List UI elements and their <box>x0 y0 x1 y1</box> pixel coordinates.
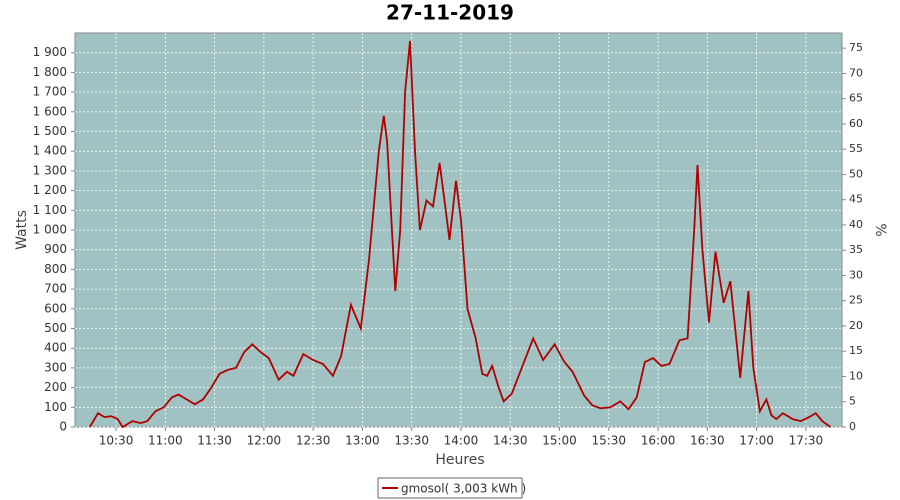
y2-tick-label: 55 <box>849 142 863 155</box>
x-tick-label: 11:30 <box>197 434 232 448</box>
x-axis-label: Heures <box>435 452 484 468</box>
y2-tick-label: 15 <box>849 344 863 357</box>
y-tick-label: 100 <box>44 400 67 414</box>
y2-tick-label: 20 <box>849 319 863 332</box>
x-tick-label: 15:00 <box>542 434 577 448</box>
y2-tick-label: 70 <box>849 66 863 79</box>
x-tick-label: 16:00 <box>641 434 676 448</box>
y2-tick-label: 5 <box>849 395 856 408</box>
x-tick-label: 14:00 <box>444 434 479 448</box>
y2-axis-label: % <box>872 223 888 236</box>
y-tick-label: 1 100 <box>33 203 67 217</box>
y2-tick-label: 30 <box>849 268 863 281</box>
y-tick-label: 600 <box>44 301 67 315</box>
x-tick-label: 17:00 <box>739 434 774 448</box>
y-tick-label: 1 500 <box>33 124 67 138</box>
y2-tick-label: 75 <box>849 41 863 54</box>
data-line <box>89 40 832 429</box>
y2-tick-label: 35 <box>849 243 863 256</box>
legend-box <box>377 477 523 499</box>
y-tick-label: 1 600 <box>33 104 67 118</box>
x-tick-label: 17:30 <box>789 434 824 448</box>
y-tick-label: 500 <box>44 321 67 335</box>
x-tick-label: 10:30 <box>99 434 134 448</box>
y-axis-label: Watts <box>14 210 30 250</box>
x-tick-label: 15:30 <box>591 434 626 448</box>
y2-tick-label: 10 <box>849 369 863 382</box>
x-tick-label: 14:30 <box>493 434 528 448</box>
y-tick-label: 800 <box>44 262 67 276</box>
x-tick-label: 13:00 <box>345 434 380 448</box>
y2-tick-label: 65 <box>849 92 863 105</box>
y-tick-label: 1 900 <box>33 45 67 59</box>
y-tick-label: 1 400 <box>33 144 67 158</box>
y-tick-label: 1 300 <box>33 163 67 177</box>
y-tick-label: 300 <box>44 360 67 374</box>
y-tick-label: 200 <box>44 380 67 394</box>
x-tick-label: 16:30 <box>690 434 725 448</box>
x-tick-label: 12:30 <box>296 434 331 448</box>
legend-label: gmosol( 3,003 kWh ) <box>401 482 526 496</box>
y2-tick-label: 0 <box>849 420 856 433</box>
y2-tick-label: 45 <box>849 193 863 206</box>
y-tick-label: 1 200 <box>33 183 67 197</box>
x-tick-label: 12:00 <box>247 434 282 448</box>
y-tick-label: 0 <box>59 420 67 434</box>
y-tick-label: 1 800 <box>33 65 67 79</box>
y-tick-label: 1 000 <box>33 223 67 237</box>
x-tick-label: 11:00 <box>148 434 183 448</box>
x-tick-label: 13:30 <box>394 434 429 448</box>
plot-area <box>74 32 843 428</box>
y2-tick-label: 60 <box>849 117 863 130</box>
y-tick-label: 1 700 <box>33 85 67 99</box>
y-tick-label: 900 <box>44 242 67 256</box>
y-tick-label: 400 <box>44 341 67 355</box>
y2-tick-label: 25 <box>849 294 863 307</box>
y2-tick-label: 50 <box>849 167 863 180</box>
y2-tick-label: 40 <box>849 218 863 231</box>
y-tick-label: 700 <box>44 282 67 296</box>
chart-title: 27-11-2019 <box>386 1 514 25</box>
